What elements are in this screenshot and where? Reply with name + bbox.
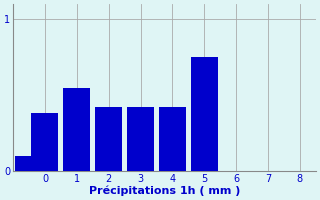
Bar [95,107,122,171]
Bar [127,107,154,171]
Bar [159,107,186,171]
X-axis label: Précipitations 1h ( mm ): Précipitations 1h ( mm ) [89,185,240,196]
Bar [15,156,43,171]
Bar [31,113,59,171]
Bar [191,57,218,171]
Bar [63,88,90,171]
